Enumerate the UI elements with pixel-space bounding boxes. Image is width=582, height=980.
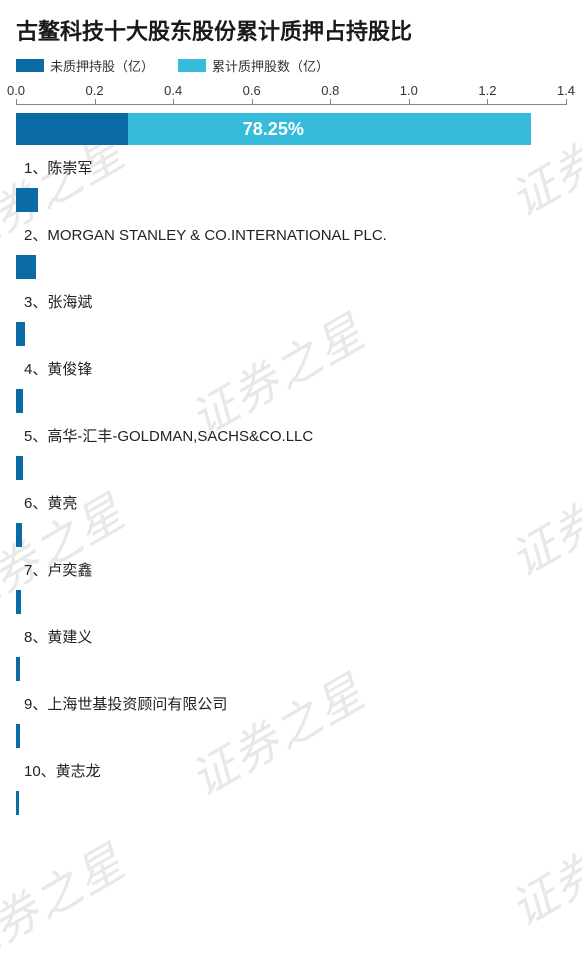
bar-seg-unpledged: [16, 724, 20, 748]
chart-body: 78.25% 1、陈崇军 2、MORGAN STANLEY & CO.INTERNA…: [16, 113, 566, 815]
shareholder-bar: [16, 456, 566, 480]
shareholder-bar: [16, 791, 566, 815]
shareholder-bar: [16, 657, 566, 681]
bar-seg-unpledged: [16, 188, 38, 212]
shareholder-row: 10、黄志龙: [16, 754, 566, 815]
watermark: 证券之星: [0, 826, 136, 979]
shareholder-row: 6、黄亮: [16, 486, 566, 547]
legend-label: 未质押持股（亿）: [50, 56, 154, 75]
axis-tick-label: 1.0: [400, 83, 418, 98]
legend: 未质押持股（亿） 累计质押股数（亿）: [16, 56, 566, 75]
bar-seg-unpledged: [16, 456, 23, 480]
pledge-percent-label: 78.25%: [16, 113, 531, 145]
shareholder-bar: [16, 188, 566, 212]
legend-swatch-unpledged: [16, 59, 44, 72]
legend-label: 累计质押股数（亿）: [212, 56, 329, 75]
shareholder-name: 1、陈崇军: [16, 151, 566, 188]
shareholder-bar: [16, 523, 566, 547]
x-axis: 0.00.20.40.60.81.01.21.4: [16, 83, 566, 105]
shareholder-name: 8、黄建义: [16, 620, 566, 657]
axis-tick-label: 1.2: [478, 83, 496, 98]
axis-tick-label: 0.8: [321, 83, 339, 98]
shareholder-row: 1、陈崇军: [16, 151, 566, 212]
shareholder-name: 4、黄俊锋: [16, 352, 566, 389]
bar-seg-unpledged: [16, 255, 36, 279]
axis-tick-label: 0.2: [86, 83, 104, 98]
shareholder-bar: [16, 389, 566, 413]
shareholder-bar: [16, 590, 566, 614]
legend-item-unpledged: 未质押持股（亿）: [16, 56, 154, 75]
bar-seg-unpledged: [16, 657, 20, 681]
shareholder-name: 5、高华-汇丰-GOLDMAN,SACHS&CO.LLC: [16, 419, 566, 456]
chart-title: 古鳌科技十大股东股份累计质押占持股比: [16, 14, 566, 46]
shareholder-row: 5、高华-汇丰-GOLDMAN,SACHS&CO.LLC: [16, 419, 566, 480]
total-bar: 78.25%: [16, 113, 566, 145]
bar-seg-unpledged: [16, 389, 23, 413]
bar-seg-unpledged: [16, 523, 22, 547]
shareholder-row: 2、MORGAN STANLEY & CO.INTERNATIONAL PLC.: [16, 218, 566, 279]
axis-tick-label: 0.4: [164, 83, 182, 98]
shareholder-name: 9、上海世基投资顾问有限公司: [16, 687, 566, 724]
shareholder-name: 7、卢奕鑫: [16, 553, 566, 590]
shareholder-name: 6、黄亮: [16, 486, 566, 523]
bar-seg-unpledged: [16, 322, 25, 346]
legend-swatch-pledged: [178, 59, 206, 72]
axis-tick-label: 0.6: [243, 83, 261, 98]
bar-seg-unpledged: [16, 590, 21, 614]
shareholder-row: 8、黄建义: [16, 620, 566, 681]
shareholder-row: 7、卢奕鑫: [16, 553, 566, 614]
shareholder-name: 3、张海斌: [16, 285, 566, 322]
bar-seg-unpledged: [16, 791, 19, 815]
shareholder-bar: [16, 255, 566, 279]
shareholder-bar: [16, 724, 566, 748]
shareholder-row: 4、黄俊锋: [16, 352, 566, 413]
axis-tick-label: 1.4: [557, 83, 575, 98]
shareholder-row: 3、张海斌: [16, 285, 566, 346]
shareholder-name: 10、黄志龙: [16, 754, 566, 791]
shareholder-bar: [16, 322, 566, 346]
shareholder-row: 9、上海世基投资顾问有限公司: [16, 687, 566, 748]
shareholder-name: 2、MORGAN STANLEY & CO.INTERNATIONAL PLC.: [16, 218, 566, 255]
legend-item-pledged: 累计质押股数（亿）: [178, 56, 329, 75]
axis-tick-label: 0.0: [7, 83, 25, 98]
